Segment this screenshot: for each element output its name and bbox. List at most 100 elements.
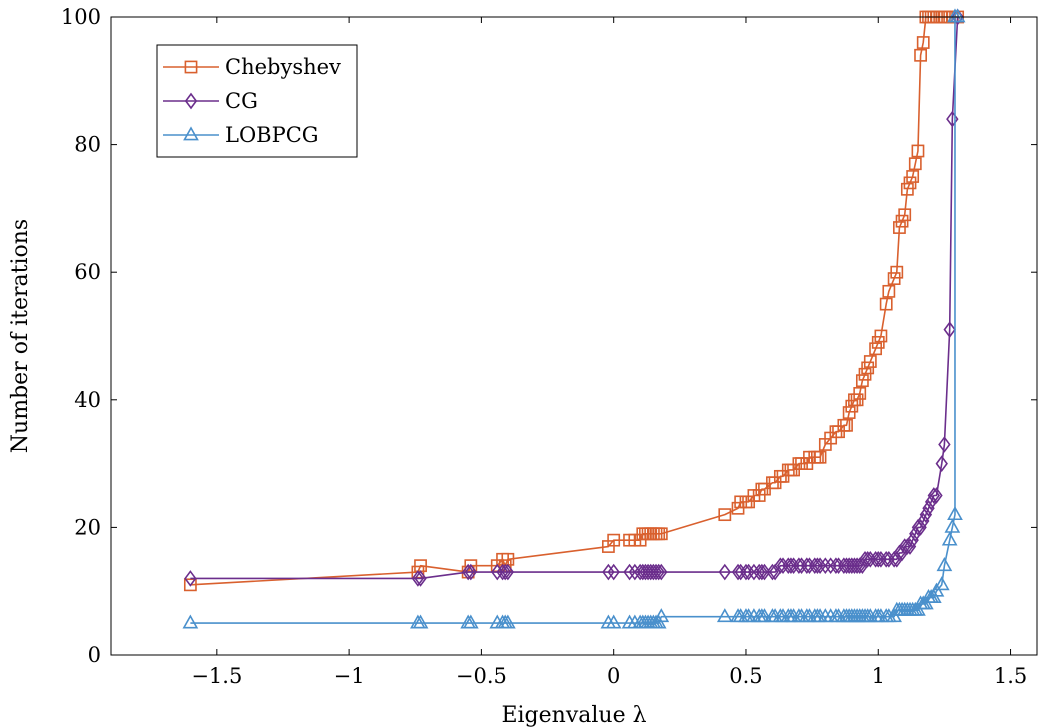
data-point-lobpcg <box>499 614 516 629</box>
data-point-cg <box>858 550 872 568</box>
data-point-cg <box>602 563 615 581</box>
data-point-cg <box>927 487 941 504</box>
data-point-cg <box>813 557 827 575</box>
data-point-chebyshev <box>916 36 930 49</box>
y-tick-label: 40 <box>74 388 101 412</box>
legend-label-lobpcg: LOBPCG <box>225 123 319 147</box>
data-point-cg <box>623 563 636 581</box>
data-point-cg <box>800 557 814 575</box>
data-point-cg <box>766 563 779 581</box>
data-point-cg <box>819 557 832 575</box>
data-point-chebyshev <box>853 387 867 400</box>
data-point-chebyshev <box>882 284 896 298</box>
data-point-lobpcg <box>941 531 958 546</box>
data-point-chebyshev <box>908 157 922 171</box>
data-point-lobpcg <box>412 614 429 629</box>
data-point-cg <box>864 550 877 568</box>
data-point-cg <box>869 550 882 568</box>
series-lobpcg <box>182 8 966 629</box>
data-point-cg <box>461 563 475 581</box>
y-tick-label: 20 <box>74 515 101 539</box>
data-point-cg <box>787 557 800 575</box>
data-point-cg <box>747 563 761 581</box>
data-point-cg <box>943 321 956 338</box>
data-point-cg <box>930 487 943 504</box>
x-tick-label: −1.5 <box>191 664 242 688</box>
x-tick-label: 1.5 <box>994 664 1027 688</box>
data-point-lobpcg <box>716 608 733 623</box>
data-point-cg <box>636 563 649 581</box>
data-point-cg <box>829 557 843 575</box>
data-point-cg <box>644 563 657 581</box>
data-point-lobpcg <box>933 576 950 591</box>
data-point-chebyshev <box>813 450 827 464</box>
data-point-cg <box>922 499 935 517</box>
data-point-chebyshev <box>840 418 853 432</box>
data-point-cg <box>848 557 861 575</box>
legend-label-cg: CG <box>225 89 258 113</box>
data-point-lobpcg <box>756 608 773 623</box>
chart-marks <box>182 8 966 629</box>
chart-axes: −1.5 −1 −0.5 0 0.5 1 1.5 0 20 40 60 80 100 Eigenvalue… <box>8 5 1038 727</box>
x-tick-label: 0 <box>607 664 620 688</box>
data-point-cg <box>753 563 766 581</box>
data-point-chebyshev <box>874 329 888 343</box>
data-point-cg <box>491 563 504 581</box>
data-point-cg <box>184 570 197 587</box>
data-point-cg <box>845 557 858 575</box>
data-point-cg <box>882 550 896 568</box>
data-point-cg <box>496 563 509 581</box>
series-cg <box>184 8 964 587</box>
y-tick-label: 60 <box>74 260 101 284</box>
data-point-chebyshev <box>890 265 904 279</box>
data-point-cg <box>919 506 933 523</box>
data-point-lobpcg <box>653 608 670 623</box>
y-tick-label: 80 <box>74 133 101 157</box>
x-tick-label: −1 <box>334 664 365 688</box>
legend-entry-lobpcg: LOBPCG <box>163 123 319 147</box>
legend-swatch-marker <box>184 60 198 74</box>
data-point-cg <box>840 557 853 575</box>
data-point-cg <box>874 550 888 568</box>
data-point-chebyshev <box>607 533 621 547</box>
data-point-cg <box>734 563 747 581</box>
data-point-chebyshev <box>718 508 732 522</box>
data-point-cg <box>647 563 660 581</box>
data-point-cg <box>917 512 930 530</box>
data-point-cg <box>639 563 652 581</box>
data-point-cg <box>811 557 824 575</box>
data-point-cg <box>832 557 845 575</box>
data-point-cg <box>795 557 808 575</box>
data-point-cg <box>898 538 911 555</box>
data-point-cg <box>739 563 753 581</box>
data-point-cg <box>906 531 919 549</box>
legend-box <box>156 44 358 158</box>
data-point-lobpcg <box>462 614 479 629</box>
data-point-cg <box>633 563 647 581</box>
data-point-cg <box>649 563 663 581</box>
data-point-chebyshev <box>911 144 925 158</box>
data-point-cg <box>742 563 755 581</box>
data-point-cg <box>641 563 655 581</box>
data-point-cg <box>414 570 427 587</box>
data-point-cg <box>464 563 478 581</box>
data-point-cg <box>774 557 787 575</box>
data-point-cg <box>824 557 837 575</box>
data-point-cg <box>776 557 790 575</box>
data-point-cg <box>628 563 642 581</box>
legend-entry-chebyshev: Chebyshev <box>163 55 341 79</box>
data-point-cg <box>842 557 856 575</box>
data-point-cg <box>837 557 851 575</box>
data-point-cg <box>879 550 893 568</box>
data-point-cg <box>731 563 745 581</box>
legend: Chebyshev CG LOBPCG <box>156 44 358 158</box>
data-point-lobpcg <box>949 8 966 23</box>
x-axis-title: Eigenvalue λ <box>501 703 646 727</box>
legend-label-chebyshev: Chebyshev <box>225 55 341 79</box>
data-point-lobpcg <box>944 518 961 533</box>
x-tick-label: −0.5 <box>456 664 507 688</box>
y-tick-label: 100 <box>61 5 101 29</box>
data-point-chebyshev <box>898 208 912 222</box>
data-point-cg <box>411 570 425 587</box>
